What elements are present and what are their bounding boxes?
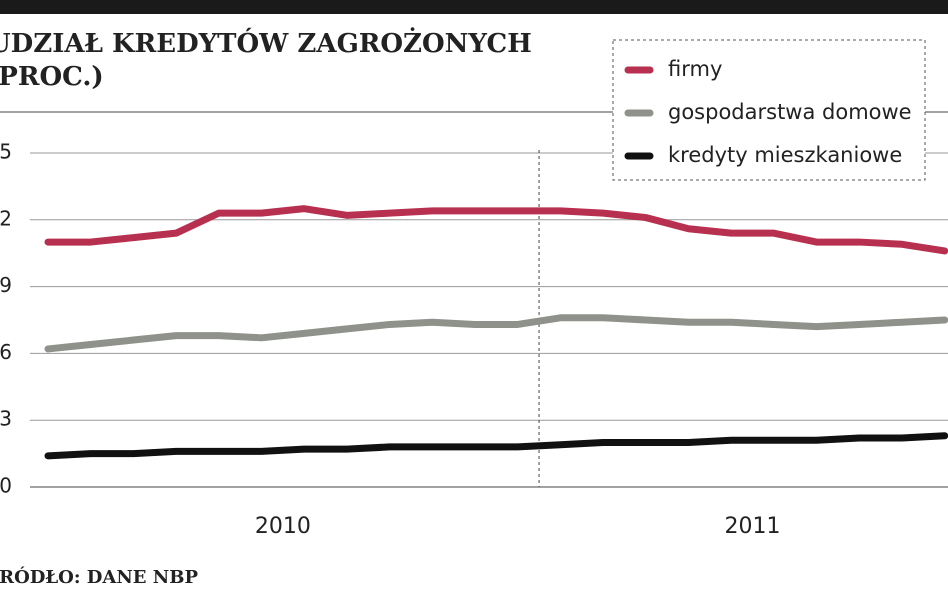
y-tick-label: 9 [0,273,12,297]
chart-subtitle: (PROC.) [0,62,104,92]
legend-label: gospodarstwa domowe [668,100,912,124]
series-line [44,314,948,353]
y-tick-label: 3 [0,407,12,431]
x-group-label: 2010 [255,514,311,539]
source: ŹRÓDŁO: DANE NBP [0,565,198,588]
y-tick-label: 6 [0,340,12,364]
legend-label: kredyty mieszkaniowe [668,143,902,167]
legend-box [612,39,926,181]
chart-title: UDZIAŁ KREDYTÓW ZAGROŻONYCH [0,27,532,59]
series-line [44,432,948,460]
y-tick-label: 12 [0,206,12,230]
top-bar [0,0,948,14]
x-group-label: 2011 [725,514,781,539]
y-tick-label: 15 [0,140,12,164]
legend-label: firmy [668,57,722,81]
y-tick-label: 0 [0,474,12,498]
series-line [44,205,948,255]
